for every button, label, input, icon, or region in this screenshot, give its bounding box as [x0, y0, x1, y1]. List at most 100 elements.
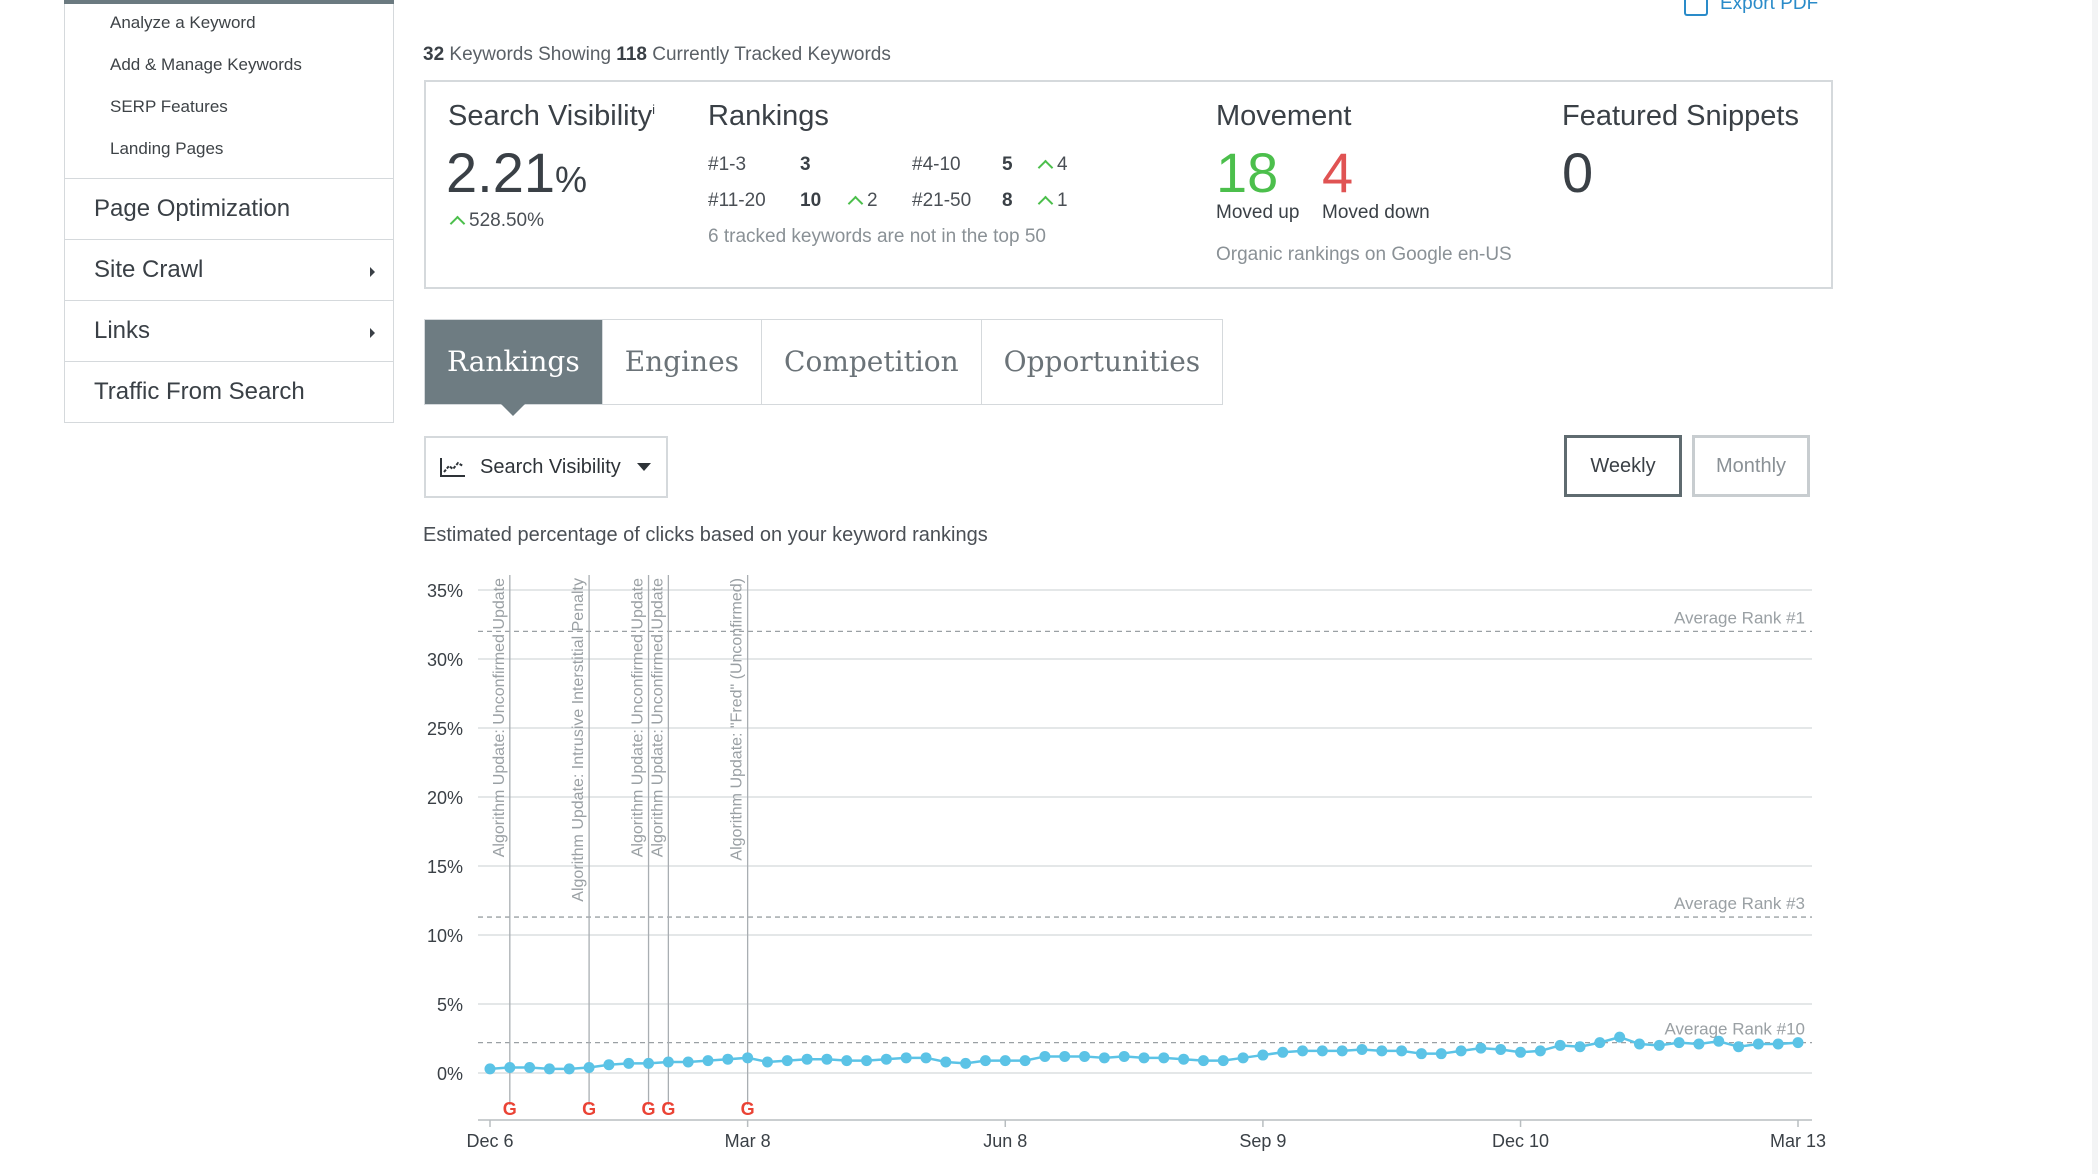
chart-grid [478, 589, 1812, 1074]
data-point [1217, 1055, 1229, 1067]
data-point [801, 1053, 813, 1065]
rank-range-4-10: #4-10 [912, 154, 961, 175]
movement-title: Movement [1216, 100, 1352, 132]
sidebar-item-analyze-keyword[interactable]: Analyze a Keyword [110, 13, 256, 32]
info-icon[interactable]: i [652, 102, 656, 117]
weekly-button[interactable]: Weekly [1564, 435, 1682, 497]
reference-line-label: Average Rank #1 [1674, 608, 1805, 627]
annotation-label: Algorithm Update: "Fred" (Unconfirmed) [729, 578, 746, 861]
rankings-title: Rankings [708, 100, 829, 132]
chart-x-axis: Dec 6 Mar 8 Jun 8 Sep 9 Dec 10 Mar 13 [466, 1119, 1826, 1151]
search-visibility-change: 528.50% [449, 210, 544, 232]
window-edge [2092, 0, 2098, 1174]
sidebar-item-links[interactable]: Links [64, 301, 394, 362]
data-point [543, 1063, 555, 1075]
data-point [1594, 1037, 1606, 1049]
featured-snippets-title: Featured Snippets [1562, 100, 1799, 132]
y-tick-label: 30% [427, 650, 463, 670]
reference-line-label: Average Rank #10 [1664, 1020, 1805, 1039]
sidebar-item-add-manage-keywords[interactable]: Add & Manage Keywords [110, 55, 302, 74]
sidebar-item-label: Traffic From Search [94, 378, 305, 405]
sidebar-item-site-crawl[interactable]: Site Crawl [64, 240, 394, 301]
moved-down-label: Moved down [1322, 202, 1430, 223]
metric-dropdown[interactable]: Search Visibility [424, 436, 668, 498]
sidebar-item-serp-features[interactable]: SERP Features [110, 97, 228, 116]
rank-delta-4-10: 4 [1037, 154, 1068, 176]
x-tick-label: Mar 13 [1770, 1131, 1826, 1151]
chart-y-axis: 0% 5% 10% 15% 20% 25% 30% 35% [427, 581, 463, 1084]
showing-text: Keywords Showing [449, 44, 612, 65]
data-point [623, 1057, 635, 1069]
search-visibility-number: 2.21 [446, 141, 555, 204]
tab-opportunities[interactable]: Opportunities [1003, 345, 1201, 378]
rank-delta-value: 4 [1057, 154, 1068, 175]
y-tick-label: 35% [427, 581, 463, 601]
data-point [1197, 1055, 1209, 1067]
moved-up-count: 18 [1216, 141, 1279, 204]
data-point [1316, 1045, 1328, 1057]
reference-line-label: Average Rank #3 [1674, 894, 1805, 913]
data-point [781, 1055, 793, 1067]
tab-competition[interactable]: Competition [762, 320, 982, 404]
data-point [484, 1063, 496, 1075]
y-tick-label: 20% [427, 788, 463, 808]
sidebar-sub-list: Analyze a Keyword Add & Manage Keywords … [64, 0, 394, 179]
data-point [1554, 1039, 1566, 1051]
data-point [1297, 1045, 1309, 1057]
data-point [1574, 1041, 1586, 1053]
data-point [1376, 1045, 1388, 1057]
tab-engines[interactable]: Engines [603, 320, 763, 404]
sidebar-item-page-optimization[interactable]: Page Optimization [64, 179, 394, 240]
data-point [1059, 1050, 1071, 1062]
data-point [1396, 1045, 1408, 1057]
line-chart-icon [440, 458, 465, 477]
y-tick-label: 15% [427, 857, 463, 877]
chart-reference-lines: Average Rank #1 Average Rank #3 Average Ra… [478, 608, 1812, 1044]
data-point [1158, 1052, 1170, 1064]
data-point [900, 1052, 912, 1064]
chart-caption: Estimated percentage of clicks based on … [423, 524, 988, 546]
annotation-label: Algorithm Update: Unconfirmed Update [630, 578, 647, 857]
rank-count-21-50: 8 [1002, 190, 1013, 211]
data-point [920, 1052, 932, 1064]
rank-delta-value: 1 [1057, 190, 1068, 211]
metric-dropdown-label: Search Visibility [480, 455, 621, 478]
sidebar-item-label: Site Crawl [94, 256, 204, 283]
data-point [761, 1056, 773, 1068]
data-point [643, 1057, 655, 1069]
data-point [1039, 1050, 1051, 1062]
data-point [1614, 1031, 1626, 1043]
x-tick-label: Jun 8 [983, 1131, 1027, 1151]
sidebar-item-traffic-from-search[interactable]: Traffic From Search [64, 362, 394, 423]
rank-range-11-20: #11-20 [708, 190, 766, 211]
sidebar-item-landing-pages[interactable]: Landing Pages [110, 139, 224, 158]
data-point [1257, 1049, 1269, 1061]
rankings-tabs: Rankings Engines Competition Opportuniti… [424, 319, 1224, 416]
data-point [1079, 1050, 1091, 1062]
export-pdf-link[interactable]: Export PDF [1684, 0, 1818, 16]
data-point [1653, 1039, 1665, 1051]
y-tick-label: 0% [437, 1064, 463, 1084]
caret-right-icon [370, 328, 375, 338]
tab-rankings[interactable]: Rankings [425, 320, 603, 416]
google-icon: G [642, 1099, 656, 1119]
data-point [861, 1055, 873, 1067]
data-point [563, 1063, 575, 1075]
data-point [524, 1061, 536, 1073]
google-icon: G [503, 1099, 517, 1119]
rank-count-4-10: 5 [1002, 154, 1013, 175]
data-point [1495, 1044, 1507, 1056]
monthly-button[interactable]: Monthly [1692, 435, 1810, 497]
rank-count-11-20: 10 [800, 190, 822, 211]
data-point [583, 1061, 595, 1073]
moved-up-label: Moved up [1216, 202, 1300, 223]
data-point [662, 1056, 674, 1068]
data-point [1792, 1037, 1804, 1049]
data-point [1435, 1048, 1447, 1060]
tracked-text: Currently Tracked Keywords [652, 44, 891, 65]
rankings-note: 6 tracked keywords are not in the top 50 [708, 226, 1046, 247]
data-point [1752, 1038, 1764, 1050]
data-point [1515, 1046, 1527, 1058]
data-point [1733, 1041, 1745, 1053]
